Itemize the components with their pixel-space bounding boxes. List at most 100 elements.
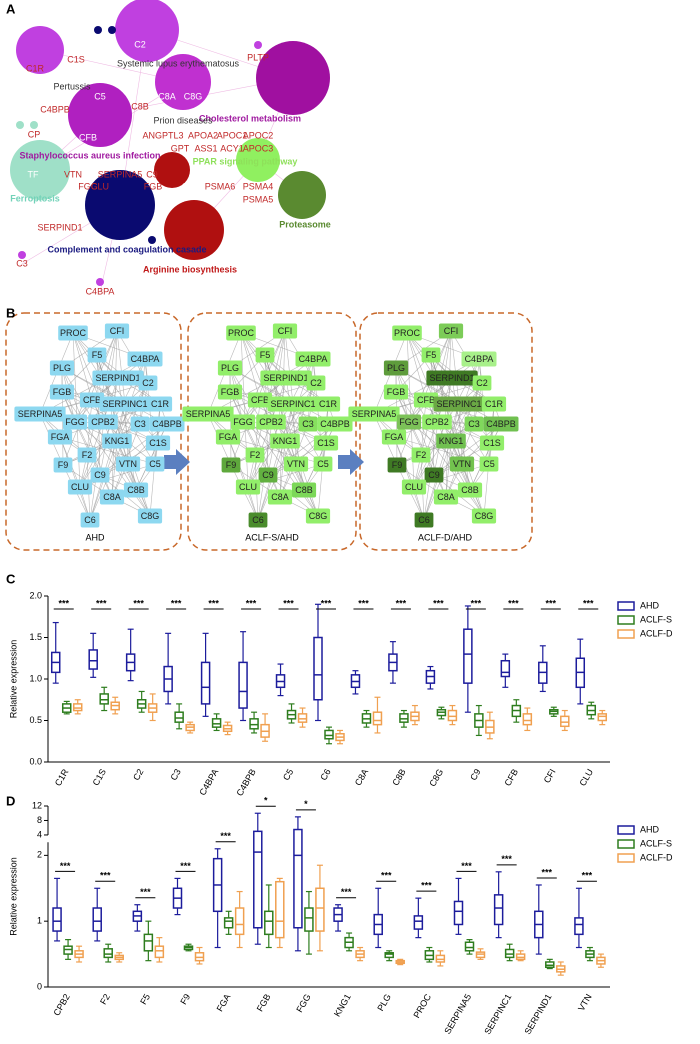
network-edge <box>433 423 502 476</box>
x-tick-label: CFI <box>542 767 558 785</box>
network-edge <box>240 332 249 488</box>
network-node <box>14 406 66 422</box>
network-node <box>99 396 151 412</box>
node-label: C9 <box>94 470 106 480</box>
legend-swatch <box>617 615 635 625</box>
network-node <box>305 508 331 524</box>
node-label: PLG <box>53 363 71 373</box>
box <box>297 713 308 723</box>
network-edge <box>116 330 126 405</box>
network-node <box>461 351 497 367</box>
hub <box>164 200 224 260</box>
network-node <box>436 433 466 449</box>
panel-b-frames <box>5 312 533 551</box>
node-label: C9 <box>428 470 440 480</box>
network-node <box>256 414 286 430</box>
network-node <box>267 489 293 505</box>
node-label: CFI <box>278 326 293 336</box>
gene-label: PSMA6 <box>205 181 236 191</box>
pathway-label: Pertussis <box>53 81 91 91</box>
gene-label: ANGPTL3 <box>142 130 183 140</box>
node-label: C8G <box>309 511 328 521</box>
network-edge <box>450 330 460 405</box>
network-node <box>396 414 422 430</box>
y-tick-label: 12 <box>32 800 42 810</box>
node-label: SERPINC1 <box>436 399 481 409</box>
y-tick-label: 0.0 <box>29 756 42 766</box>
node-label: PROC <box>228 328 255 338</box>
box <box>464 941 475 952</box>
network-node <box>464 416 484 432</box>
node-label: C6 <box>84 515 96 525</box>
network-node <box>79 392 105 408</box>
x-tick-label: C1R <box>53 767 71 788</box>
hub <box>236 138 280 182</box>
box <box>447 709 458 722</box>
node-label: F2 <box>416 450 427 460</box>
network-edge <box>89 403 126 521</box>
box <box>493 894 504 926</box>
legend-swatch <box>617 853 635 863</box>
box <box>253 830 263 929</box>
node-label: C8G <box>475 511 494 521</box>
node-label: C4BPB <box>320 419 350 429</box>
x-tick-label: KNG1 <box>332 992 353 1018</box>
node-label: C5 <box>317 459 329 469</box>
network-node <box>137 508 163 524</box>
box <box>92 907 102 932</box>
legend-label: ACLF-S <box>640 838 672 848</box>
box <box>453 900 464 926</box>
node-label: FGG <box>233 417 253 427</box>
network-node <box>115 456 141 472</box>
network-node <box>449 456 475 472</box>
node-label: FGB <box>53 387 72 397</box>
node-label: FGB <box>387 387 406 397</box>
network-edge <box>423 403 460 521</box>
box <box>264 910 274 936</box>
network-edge <box>284 382 317 442</box>
y-axis-label: Relative expression <box>8 857 18 936</box>
box <box>249 718 259 730</box>
gene-label: FGB <box>144 181 163 191</box>
legend-label: ACLF-D <box>640 628 673 638</box>
gene-label: ASS1 <box>194 143 217 153</box>
network-node <box>348 406 400 422</box>
box <box>324 729 334 740</box>
network-node <box>130 416 150 432</box>
network-node <box>422 414 452 430</box>
network-node <box>472 375 492 391</box>
gene-label: C8A <box>158 91 176 101</box>
x-tick-label: SERPINA5 <box>442 992 473 1036</box>
dot <box>18 251 26 259</box>
node-label: SERPIND1 <box>95 373 140 383</box>
network-edge <box>240 332 261 401</box>
box <box>143 933 154 952</box>
gene-label: C4BPA <box>86 286 115 296</box>
gene-label: VTN <box>64 169 82 179</box>
box <box>313 636 323 701</box>
gene-label: C1S <box>67 54 85 64</box>
node-label: FGA <box>219 432 238 442</box>
box <box>154 945 165 959</box>
network-node <box>315 396 341 412</box>
node-label: F5 <box>92 350 103 360</box>
y-tick-label: 2.0 <box>29 590 42 600</box>
network-edge <box>116 382 149 442</box>
box <box>574 917 584 936</box>
network-node <box>255 347 275 363</box>
gene-label: GPT <box>171 143 190 153</box>
node-label: PLG <box>387 363 405 373</box>
y-tick-label: 4 <box>37 829 42 839</box>
network-edge <box>393 436 425 521</box>
network-node <box>88 414 118 430</box>
significance-label: *** <box>283 598 294 608</box>
network-node <box>392 325 422 341</box>
node-label: KNG1 <box>439 436 464 446</box>
legend-label: ACLF-D <box>640 852 673 862</box>
network-node <box>383 360 409 376</box>
x-tick-label: SERPIND1 <box>522 992 553 1036</box>
node-label: C2 <box>142 378 154 388</box>
node-label: C4BPB <box>152 419 182 429</box>
panel-label: D <box>6 793 15 808</box>
network-node <box>47 429 73 445</box>
